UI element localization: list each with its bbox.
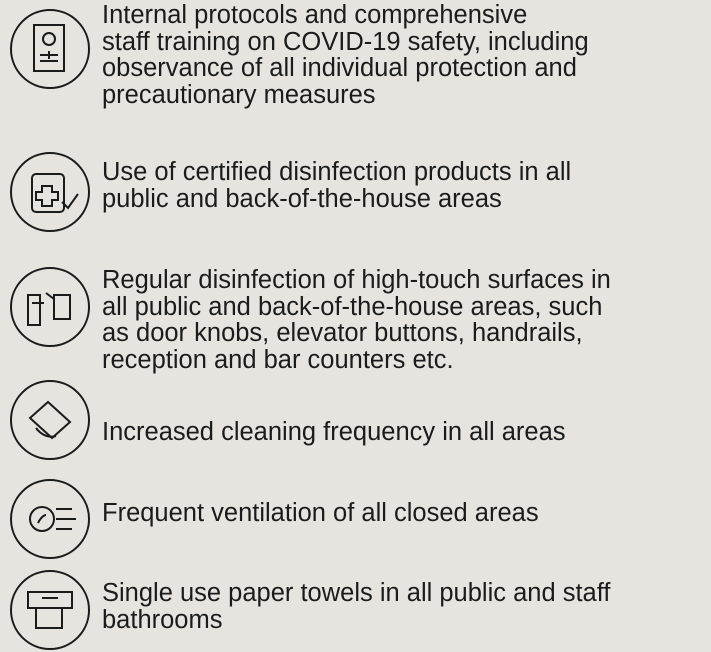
- measure-item: Regular disinfection of high-touch surfa…: [102, 267, 611, 373]
- measure-text: Increased cleaning frequency in all area…: [102, 418, 566, 446]
- measure-text: precautionary measures: [102, 80, 376, 109]
- icon-surface: [10, 267, 90, 347]
- measure-item: Single use paper towels in all public an…: [102, 580, 610, 633]
- measure-text: all public and back-of-the-house areas, …: [102, 292, 603, 321]
- measure-text: staff training on COVID-19 safety, inclu…: [102, 27, 589, 56]
- measure-text: observance of all individual protection …: [102, 54, 577, 82]
- measure-text: Use of certified disinfection products i…: [102, 158, 572, 186]
- measure-item: Frequent ventilation of all closed areas: [102, 500, 539, 527]
- measure-text: Single use paper towels in all public an…: [102, 579, 611, 607]
- measure-item: Increased cleaning frequency in all area…: [102, 419, 566, 446]
- measure-text: Regular disinfection of high-touch surfa…: [102, 266, 611, 294]
- icon-protocol: [10, 9, 90, 89]
- measure-item: Use of certified disinfection products i…: [102, 159, 571, 212]
- measure-text: Internal protocols and comprehensive: [102, 1, 528, 29]
- icon-towel: [10, 570, 90, 650]
- measure-text: public and back-of-the-house areas: [102, 184, 502, 213]
- icon-ventilation: [10, 479, 90, 559]
- measure-item: Internal protocols and comprehensive staf…: [102, 2, 589, 108]
- icon-cleaning: [10, 380, 90, 460]
- measure-text: Frequent ventilation of all closed areas: [102, 499, 539, 527]
- measure-text: bathrooms: [102, 605, 223, 634]
- icon-disinfectant: [10, 152, 90, 232]
- measure-text: reception and bar counters etc.: [102, 345, 454, 374]
- measure-text: as door knobs, elevator buttons, handrai…: [102, 319, 583, 347]
